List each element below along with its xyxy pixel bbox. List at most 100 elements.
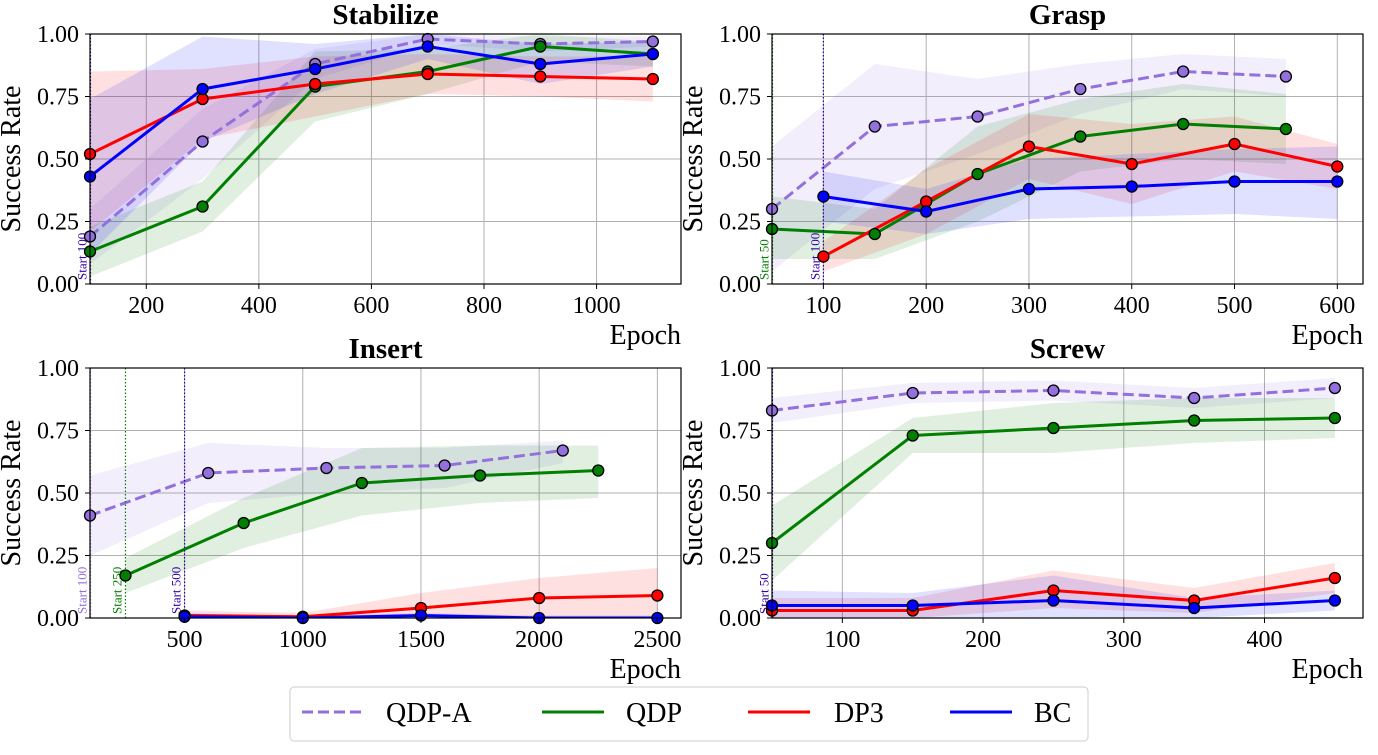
data-point-qdpa	[320, 461, 333, 475]
data-point-qdp	[534, 40, 547, 53]
data-point-dp3	[421, 67, 434, 81]
x-axis-label: Epoch	[1291, 320, 1363, 351]
data-point-dp3	[1331, 160, 1344, 173]
data-point-qdpa	[438, 459, 451, 472]
band-dp3	[90, 54, 653, 232]
x-tick-label: 1000	[573, 293, 621, 319]
data-point-dp3	[651, 589, 664, 602]
series-line-qdpa	[772, 70, 1286, 211]
data-point-bc	[1228, 175, 1241, 188]
y-tick-label: 0.50	[37, 147, 79, 173]
y-tick-label: 0.75	[37, 419, 79, 445]
band-qdpa	[90, 34, 653, 264]
y-tick-label: 0.50	[719, 481, 761, 507]
x-tick-label: 2000	[515, 627, 563, 653]
chart-grasp: Start 50 Start 100 100 200 300 400 500 600 0.00 0…	[678, 0, 1364, 351]
data-point-qdpa	[1328, 381, 1342, 395]
legend-entry-bc: BC	[950, 698, 1071, 729]
series-line-bc	[90, 45, 654, 178]
legend-entry-dp3: DP3	[748, 698, 884, 729]
data-point-bc	[421, 40, 434, 53]
y-tick-label: 1.00	[37, 22, 79, 48]
data-point-qdp	[1176, 117, 1190, 131]
data-point-qdpa	[556, 444, 569, 457]
start-label: Start 100	[75, 233, 90, 280]
band-bc	[90, 34, 653, 254]
data-point-bc	[534, 57, 547, 71]
data-point-qdpa	[1047, 384, 1060, 397]
y-tick-label: 1.00	[37, 356, 79, 382]
data-point-bc	[817, 190, 830, 203]
series-line-dp3	[90, 72, 653, 156]
data-point-qdp	[971, 167, 984, 181]
x-tick-label: 300	[1011, 293, 1047, 319]
x-tick-label: 500	[167, 627, 203, 653]
data-point-qdp	[473, 469, 487, 482]
panels: Start 100 200 400 600 800 1000 0.00 0.25 0.50 0.7…	[0, 0, 1364, 685]
data-point-qdpa	[202, 466, 215, 480]
data-point-qdpa	[196, 135, 209, 148]
band-qdpa	[772, 54, 1286, 272]
x-tick-label: 400	[241, 293, 277, 319]
y-tick-label: 0.25	[719, 544, 761, 570]
data-point-bc	[1022, 182, 1036, 196]
data-point-qdp	[592, 464, 605, 477]
data-point-dp3	[196, 92, 209, 106]
x-tick-label: 400	[1114, 293, 1150, 319]
data-point-qdp	[196, 200, 209, 213]
data-point-qdp	[119, 569, 132, 582]
x-tick-label: 600	[353, 293, 389, 319]
data-point-qdpa	[971, 110, 984, 123]
y-tick-label: 1.00	[719, 22, 761, 48]
data-point-bc	[646, 47, 660, 61]
x-tick-label: 300	[1106, 627, 1142, 653]
legend-label-bc: BC	[1034, 698, 1071, 729]
y-tick-label: 0.00	[37, 272, 79, 298]
y-tick-label: 0.00	[37, 606, 79, 632]
y-axis-label: Success Rate	[678, 86, 709, 233]
chart-title: Insert	[348, 333, 422, 365]
data-point-qdp	[1074, 130, 1087, 143]
y-axis-label: Success Rate	[0, 86, 27, 233]
x-axis-label: Epoch	[1291, 654, 1363, 685]
data-point-bc	[196, 82, 209, 96]
x-tick-label: 1000	[279, 627, 327, 653]
legend-label-qdp: QDP	[626, 698, 682, 729]
y-tick-label: 0.75	[719, 85, 761, 111]
legend-entry-qdpa: QDP-A	[302, 698, 472, 729]
x-axis-label: Epoch	[609, 320, 681, 351]
data-point-dp3	[817, 250, 830, 263]
legend: QDP-A QDP DP3 BC	[289, 686, 1089, 742]
y-axis-label: Success Rate	[678, 420, 709, 567]
plot-area-screw	[772, 378, 1336, 618]
x-tick-label: 100	[824, 627, 860, 653]
x-tick-label: 600	[1319, 293, 1355, 319]
x-tick-label: 200	[908, 293, 944, 319]
band-bc	[823, 146, 1338, 234]
x-tick-label: 100	[805, 293, 841, 319]
chart-title: Stabilize	[332, 0, 438, 31]
band-dp3	[184, 568, 658, 618]
data-point-dp3	[1228, 137, 1241, 151]
data-point-dp3	[534, 70, 547, 83]
data-point-qdpa	[646, 35, 660, 48]
legend-frame	[289, 686, 1089, 742]
y-axis-label: Success Rate	[0, 420, 27, 567]
x-tick-label: 200	[965, 627, 1001, 653]
data-point-bc	[1328, 594, 1342, 607]
y-tick-label: 1.00	[719, 356, 761, 382]
data-point-qdp	[355, 476, 369, 490]
series-line-dp3	[822, 142, 1338, 258]
data-point-qdp	[906, 429, 919, 442]
x-tick-label: 500	[1217, 293, 1253, 319]
chart-stabilize: Start 100 200 400 600 800 1000 0.00 0.25 0.50 0.7…	[0, 0, 682, 351]
data-point-qdpa	[1176, 65, 1190, 78]
data-point-qdp	[237, 516, 250, 530]
data-point-qdpa	[1074, 82, 1087, 96]
data-point-dp3	[646, 72, 660, 86]
start-label: Start 50	[757, 239, 772, 280]
data-point-bc	[1047, 594, 1060, 607]
